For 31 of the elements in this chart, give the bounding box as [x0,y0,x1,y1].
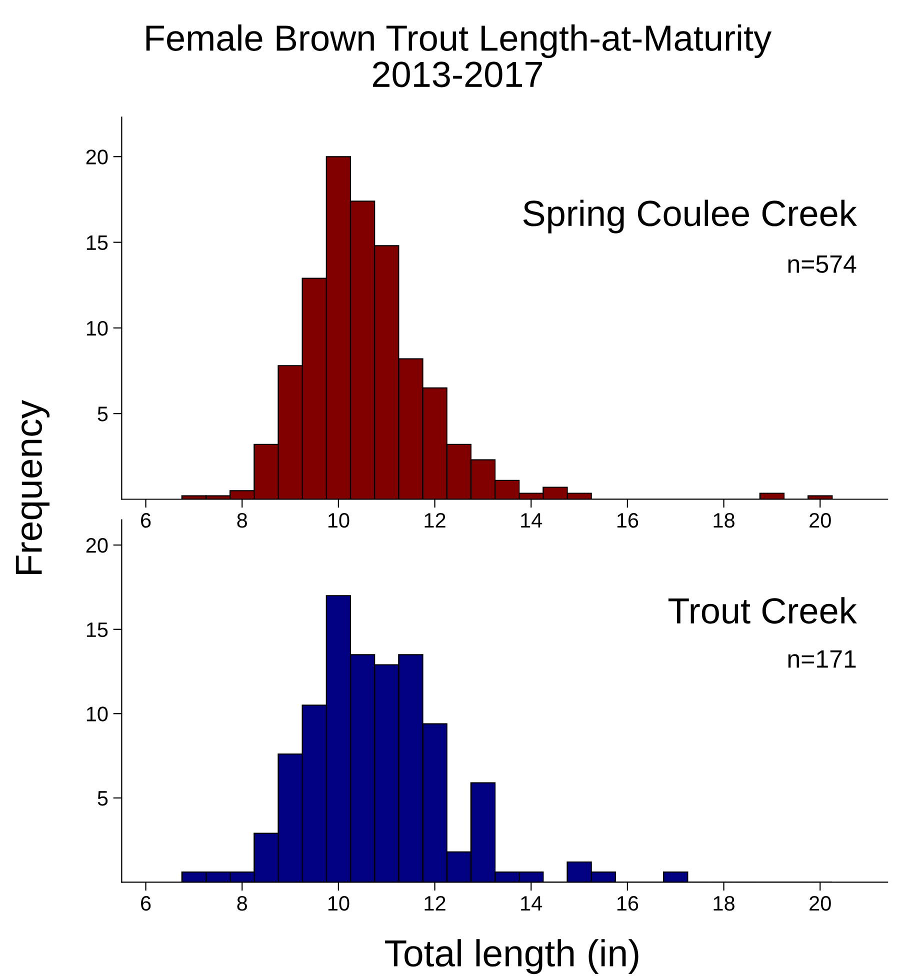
x-tick-label: 18 [714,512,734,528]
y-tick-label: 10 [86,706,108,722]
x-tick-label: 16 [617,896,638,911]
x-axis-title: Total length (in) [385,939,638,974]
x-tick-label: 12 [424,512,446,528]
y-tick-label: 15 [86,236,108,250]
y-tick-label: 15 [86,622,108,638]
y-tick-label: 20 [86,150,108,164]
x-tick-label: 8 [237,512,247,528]
x-tick-label: 16 [617,512,638,528]
x-tick-label: 10 [328,512,350,528]
y-tick-label: 10 [86,320,108,336]
y-tick-label: 20 [86,538,108,553]
x-tick-label: 18 [714,896,734,911]
x-tick-label: 10 [328,896,350,911]
annotation: n=171 [788,650,856,668]
annotation: n=574 [788,255,856,273]
annotation: Spring Coulee Creek [523,200,857,234]
x-tick-label: 6 [141,512,151,528]
x-tick-label: 6 [141,896,151,911]
annotation: Trout Creek [668,597,857,624]
x-tick-label: 8 [237,896,247,911]
x-tick-label: 20 [810,896,831,911]
y-tick-label: 5 [98,791,108,806]
x-tick-label: 14 [521,896,542,911]
y-axis-title: Frequency [16,400,50,574]
x-tick-label: 12 [424,896,446,911]
x-tick-label: 20 [810,512,831,528]
chart-title: Female Brown Trout Length-at-Maturity 2013-2017 [146,24,772,88]
y-tick-label: 5 [98,406,108,422]
x-tick-label: 14 [521,513,542,528]
